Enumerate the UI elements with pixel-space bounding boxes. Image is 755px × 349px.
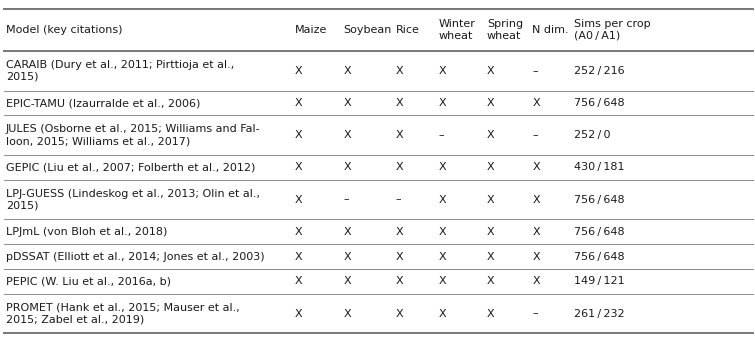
Text: X: X: [294, 194, 302, 205]
Text: X: X: [439, 309, 446, 319]
Text: X: X: [396, 227, 403, 237]
Text: X: X: [396, 309, 403, 319]
Text: X: X: [487, 162, 495, 172]
Text: Rice: Rice: [396, 25, 420, 35]
Text: 252 / 0: 252 / 0: [574, 130, 610, 140]
Text: X: X: [532, 162, 540, 172]
Text: X: X: [344, 252, 351, 261]
Text: X: X: [532, 252, 540, 261]
Text: X: X: [396, 66, 403, 76]
Text: 756 / 648: 756 / 648: [574, 252, 624, 261]
Text: X: X: [344, 162, 351, 172]
Text: GEPIC (Liu et al., 2007; Folberth et al., 2012): GEPIC (Liu et al., 2007; Folberth et al.…: [6, 162, 255, 172]
Text: Spring
wheat: Spring wheat: [487, 19, 523, 41]
Text: X: X: [294, 98, 302, 108]
Text: 756 / 648: 756 / 648: [574, 227, 624, 237]
Text: EPIC-TAMU (Izaurralde et al., 2006): EPIC-TAMU (Izaurralde et al., 2006): [6, 98, 200, 108]
Text: X: X: [344, 66, 351, 76]
Text: X: X: [532, 98, 540, 108]
Text: X: X: [439, 98, 446, 108]
Text: –: –: [532, 130, 538, 140]
Text: X: X: [294, 227, 302, 237]
Text: CARAIB (Dury et al., 2011; Pirttioja et al.,
2015): CARAIB (Dury et al., 2011; Pirttioja et …: [6, 60, 234, 82]
Text: –: –: [532, 66, 538, 76]
Text: X: X: [344, 309, 351, 319]
Text: 430 / 181: 430 / 181: [574, 162, 624, 172]
Text: X: X: [487, 227, 495, 237]
Text: X: X: [439, 276, 446, 287]
Text: Model (key citations): Model (key citations): [6, 25, 122, 35]
Text: 149 / 121: 149 / 121: [574, 276, 624, 287]
Text: 261 / 232: 261 / 232: [574, 309, 624, 319]
Text: X: X: [344, 130, 351, 140]
Text: X: X: [396, 276, 403, 287]
Text: –: –: [439, 130, 444, 140]
Text: JULES (Osborne et al., 2015; Williams and Fal-
loon, 2015; Williams et al., 2017: JULES (Osborne et al., 2015; Williams an…: [6, 124, 260, 146]
Text: X: X: [396, 98, 403, 108]
Text: X: X: [396, 162, 403, 172]
Text: 252 / 216: 252 / 216: [574, 66, 624, 76]
Text: X: X: [487, 130, 495, 140]
Text: Winter
wheat: Winter wheat: [439, 19, 476, 41]
Text: LPJmL (von Bloh et al., 2018): LPJmL (von Bloh et al., 2018): [6, 227, 168, 237]
Text: X: X: [439, 252, 446, 261]
Text: –: –: [344, 194, 349, 205]
Text: 756 / 648: 756 / 648: [574, 98, 624, 108]
Text: PROMET (Hank et al., 2015; Mauser et al.,
2015; Zabel et al., 2019): PROMET (Hank et al., 2015; Mauser et al.…: [6, 303, 240, 325]
Text: 756 / 648: 756 / 648: [574, 194, 624, 205]
Text: X: X: [294, 252, 302, 261]
Text: X: X: [439, 162, 446, 172]
Text: pDSSAT (Elliott et al., 2014; Jones et al., 2003): pDSSAT (Elliott et al., 2014; Jones et a…: [6, 252, 265, 261]
Text: X: X: [344, 227, 351, 237]
Text: X: X: [439, 66, 446, 76]
Text: X: X: [487, 98, 495, 108]
Text: –: –: [396, 194, 401, 205]
Text: Maize: Maize: [294, 25, 327, 35]
Text: X: X: [487, 276, 495, 287]
Text: X: X: [344, 98, 351, 108]
Text: X: X: [294, 276, 302, 287]
Text: N dim.: N dim.: [532, 25, 569, 35]
Text: PEPIC (W. Liu et al., 2016a, b): PEPIC (W. Liu et al., 2016a, b): [6, 276, 171, 287]
Text: Soybean: Soybean: [344, 25, 392, 35]
Text: X: X: [396, 130, 403, 140]
Text: X: X: [294, 66, 302, 76]
Text: LPJ-GUESS (Lindeskog et al., 2013; Olin et al.,
2015): LPJ-GUESS (Lindeskog et al., 2013; Olin …: [6, 188, 260, 210]
Text: X: X: [532, 194, 540, 205]
Text: X: X: [294, 309, 302, 319]
Text: X: X: [487, 66, 495, 76]
Text: –: –: [532, 309, 538, 319]
Text: X: X: [439, 227, 446, 237]
Text: X: X: [487, 309, 495, 319]
Text: Sims per crop
(A0 / A1): Sims per crop (A0 / A1): [574, 19, 650, 41]
Text: X: X: [439, 194, 446, 205]
Text: X: X: [396, 252, 403, 261]
Text: X: X: [532, 276, 540, 287]
Text: X: X: [294, 162, 302, 172]
Text: X: X: [532, 227, 540, 237]
Text: X: X: [294, 130, 302, 140]
Text: X: X: [344, 276, 351, 287]
Text: X: X: [487, 252, 495, 261]
Text: X: X: [487, 194, 495, 205]
